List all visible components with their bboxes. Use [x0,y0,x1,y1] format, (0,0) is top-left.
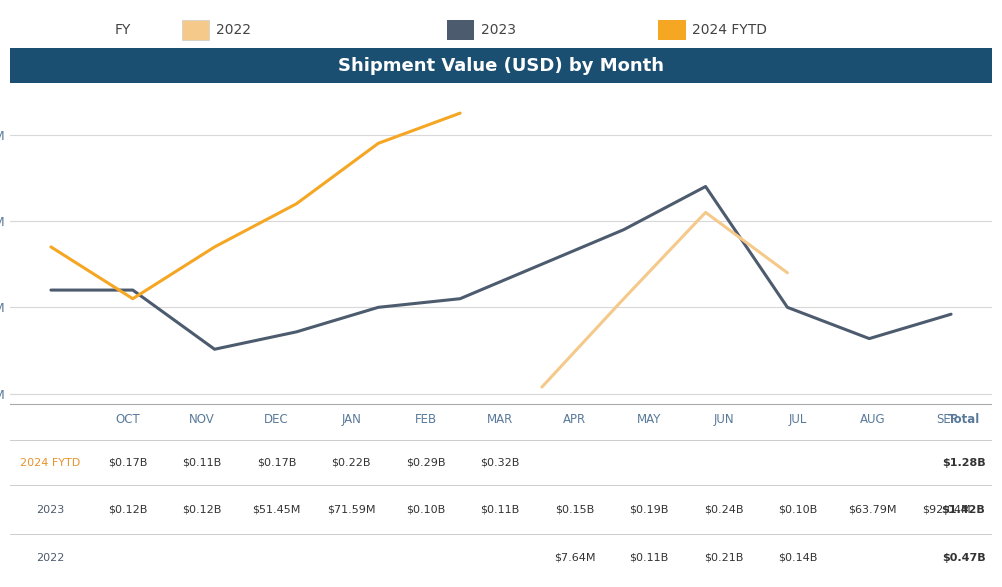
Text: FEB: FEB [415,413,437,426]
Text: $0.21B: $0.21B [703,553,743,563]
Text: MAY: MAY [637,413,661,426]
Text: $0.11B: $0.11B [481,505,520,515]
Text: APR: APR [563,413,586,426]
Text: 2022: 2022 [216,23,252,37]
Text: $0.12B: $0.12B [108,505,147,515]
Text: $0.10B: $0.10B [406,505,445,515]
Text: $0.11B: $0.11B [182,458,221,468]
Text: $0.29B: $0.29B [406,458,445,468]
Bar [182,20,209,41]
Text: $0.19B: $0.19B [629,505,668,515]
Text: $92.04M: $92.04M [923,505,971,515]
Text: $0.10B: $0.10B [779,505,818,515]
Text: $71.59M: $71.59M [327,505,376,515]
Text: $51.45M: $51.45M [253,505,301,515]
Text: $0.47B: $0.47B [942,553,985,563]
Text: $0.24B: $0.24B [703,505,743,515]
Text: AUG: AUG [860,413,885,426]
Text: DEC: DEC [265,413,290,426]
Text: 2023: 2023 [481,23,516,37]
Text: FY: FY [115,23,131,37]
Text: $0.17B: $0.17B [258,458,297,468]
Text: Total: Total [947,413,980,426]
Text: Shipment Value (USD) by Month: Shipment Value (USD) by Month [338,56,664,75]
Text: OCT: OCT [115,413,140,426]
Text: MAR: MAR [487,413,513,426]
Text: $0.14B: $0.14B [779,553,818,563]
Text: $1.42B: $1.42B [942,505,985,515]
Text: JAN: JAN [342,413,361,426]
Text: $1.28B: $1.28B [942,458,985,468]
Text: NOV: NOV [189,413,215,426]
Text: $7.64M: $7.64M [554,553,595,563]
Text: JUL: JUL [789,413,808,426]
Text: $0.32B: $0.32B [480,458,520,468]
Bar [447,20,475,41]
Text: 2023: 2023 [36,505,64,515]
Text: SEP: SEP [936,413,958,426]
Text: $0.15B: $0.15B [555,505,594,515]
Text: 2024 FYTD: 2024 FYTD [692,23,768,37]
Text: $0.22B: $0.22B [332,458,371,468]
Text: $0.17B: $0.17B [108,458,147,468]
Text: $0.12B: $0.12B [182,505,221,515]
Bar [658,20,685,41]
Text: 2022: 2022 [36,553,64,563]
Text: 2024 FYTD: 2024 FYTD [20,458,80,468]
Text: JUN: JUN [713,413,733,426]
Text: $0.11B: $0.11B [629,553,668,563]
Text: $63.79M: $63.79M [848,505,897,515]
